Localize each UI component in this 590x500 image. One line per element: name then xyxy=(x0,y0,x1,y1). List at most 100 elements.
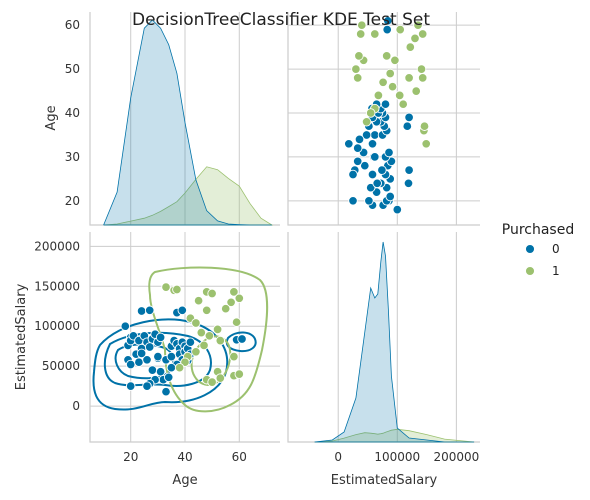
scatter-point-age-salary-66 xyxy=(394,90,405,101)
scatter-point-age-salary-78 xyxy=(351,64,361,74)
scatter-point-age-salary-58 xyxy=(416,64,427,74)
scatter-point-salary-age-23 xyxy=(147,365,158,375)
scatter-point-salary-age-13 xyxy=(155,332,166,343)
scatter-point-age-salary-56 xyxy=(419,121,430,131)
scatter-point-salary-age-20 xyxy=(142,355,152,365)
scatter-point-salary-age-56 xyxy=(172,284,182,295)
scatter-point-salary-age-53 xyxy=(237,334,247,344)
scatter-point-salary-age-78 xyxy=(207,377,217,387)
salary-kde-class-1 xyxy=(314,428,475,443)
scatter-point-age-salary-73 xyxy=(373,90,384,101)
scatter-point-age-salary-1 xyxy=(404,165,414,175)
scatter-point-age-salary-72 xyxy=(378,77,388,88)
scatter-point-age-salary-18 xyxy=(364,196,374,206)
scatter-point-age-salary-50 xyxy=(402,121,413,131)
scatter-point-salary-age-66 xyxy=(191,318,201,328)
scatter-point-age-salary-70 xyxy=(385,68,395,79)
legend-marker-0 xyxy=(525,244,535,254)
scatter-point-salary-age-58 xyxy=(207,288,217,299)
scatter-point-age-salary-61 xyxy=(410,33,420,44)
scatter-point-age-salary-0 xyxy=(403,178,414,189)
x-tick-salary-2: 200000 xyxy=(433,450,479,464)
scatter-point-salary-age-49 xyxy=(136,348,147,359)
scatter-point-salary-age-25 xyxy=(166,351,177,362)
kde-contour-class-0-outer xyxy=(92,318,229,411)
scatter-point-salary-age-1 xyxy=(144,305,155,316)
scatter-point-salary-age-75 xyxy=(229,351,239,362)
scatter-point-age-salary-54 xyxy=(421,139,431,149)
x-axis-label-age: Age xyxy=(172,473,197,488)
scatter-point-age-salary-49 xyxy=(372,178,382,189)
scatter-point-age-salary-59 xyxy=(417,29,428,39)
scatter-point-salary-age-62 xyxy=(193,295,204,306)
y-tick-age-3: 50 xyxy=(65,62,80,76)
scatter-point-salary-age-18 xyxy=(125,359,136,370)
scatter-point-salary-age-79 xyxy=(215,373,226,383)
scatter-point-age-salary-22 xyxy=(367,139,378,149)
scatter-point-age-salary-19 xyxy=(365,182,376,193)
scatter-point-salary-age-71 xyxy=(215,335,226,346)
scatter-point-age-salary-60 xyxy=(413,20,423,30)
scatter-point-age-salary-23 xyxy=(360,160,370,171)
y-tick-salary-3: 150000 xyxy=(34,279,80,293)
scatter-point-age-salary-77 xyxy=(352,73,363,83)
y-tick-age-0: 20 xyxy=(65,194,80,208)
scatter-point-salary-age-70 xyxy=(204,331,215,341)
scatter-point-age-salary-13 xyxy=(384,147,394,158)
scatter-point-salary-age-60 xyxy=(234,293,245,304)
scatter-point-salary-age-64 xyxy=(220,303,231,314)
scatter-point-salary-age-46 xyxy=(142,381,152,391)
scatter-point-age-salary-69 xyxy=(387,81,398,92)
scatter-point-age-salary-51 xyxy=(404,112,414,123)
y-axis-label-age: Age xyxy=(44,105,59,130)
scatter-point-age-salary-82 xyxy=(365,108,376,118)
scatter-point-age-salary-53 xyxy=(383,16,393,26)
scatter-point-salary-age-0 xyxy=(136,306,147,316)
scatter-point-age-salary-43 xyxy=(352,156,363,167)
legend-label-1: 1 xyxy=(552,264,560,278)
scatter-point-age-salary-57 xyxy=(417,73,428,83)
x-tick-salary-0: 0 xyxy=(334,450,342,464)
x-tick-age-1: 40 xyxy=(177,450,192,464)
pairplot-panels: 20 30 40 50 60 0 50000 100000 150000 200000 20 40 60… xyxy=(14,12,480,488)
legend-label-0: 0 xyxy=(552,242,560,256)
scatter-point-age-salary-2 xyxy=(392,204,403,215)
x-tick-age-2: 60 xyxy=(232,450,247,464)
scatter-point-salary-age-73 xyxy=(191,347,201,357)
scatter-point-age-salary-79 xyxy=(354,51,364,61)
x-tick-age-0: 20 xyxy=(123,450,138,464)
salary-kde-class-0 xyxy=(314,241,475,443)
scatter-point-salary-age-69 xyxy=(196,327,207,338)
y-tick-age-1: 30 xyxy=(65,150,80,164)
scatter-point-age-salary-40 xyxy=(361,130,372,140)
scatter-point-salary-age-83 xyxy=(174,362,185,373)
chart-title: DecisionTreeClassifier KDE Test Set xyxy=(132,10,430,30)
scatter-point-salary-age-81 xyxy=(234,369,245,379)
y-axis-label-salary: EstimatedSalary xyxy=(14,283,29,390)
y-tick-age-2: 40 xyxy=(65,106,80,120)
scatter-point-salary-age-42 xyxy=(163,372,174,383)
scatter-point-age-salary-68 xyxy=(395,24,405,35)
scatter-point-salary-age-54 xyxy=(161,282,171,292)
scatter-point-age-salary-63 xyxy=(404,73,414,83)
scatter-point-age-salary-75 xyxy=(370,29,380,39)
scatter-point-age-salary-37 xyxy=(380,99,391,109)
scatter-point-age-salary-83 xyxy=(361,117,372,127)
scatter-point-age-salary-80 xyxy=(355,29,366,39)
age-kde-class-1 xyxy=(103,166,274,226)
panel-spine-1 xyxy=(287,12,480,226)
scatter-point-age-salary-81 xyxy=(357,20,367,30)
x-axis-label-salary: EstimatedSalary xyxy=(331,473,438,488)
y-tick-salary-4: 200000 xyxy=(34,239,80,253)
scatter-point-salary-age-59 xyxy=(229,287,239,297)
scatter-point-salary-age-2 xyxy=(120,321,131,331)
scatter-point-age-salary-48 xyxy=(370,152,380,162)
y-tick-age-4: 60 xyxy=(65,18,80,32)
y-tick-salary-2: 100000 xyxy=(34,319,80,333)
scatter-point-age-salary-46 xyxy=(348,169,358,180)
scatter-point-salary-age-51 xyxy=(177,305,188,316)
scatter-point-salary-age-19 xyxy=(134,357,144,367)
legend-marker-1 xyxy=(525,266,535,276)
scatter-point-age-salary-45 xyxy=(348,196,358,206)
